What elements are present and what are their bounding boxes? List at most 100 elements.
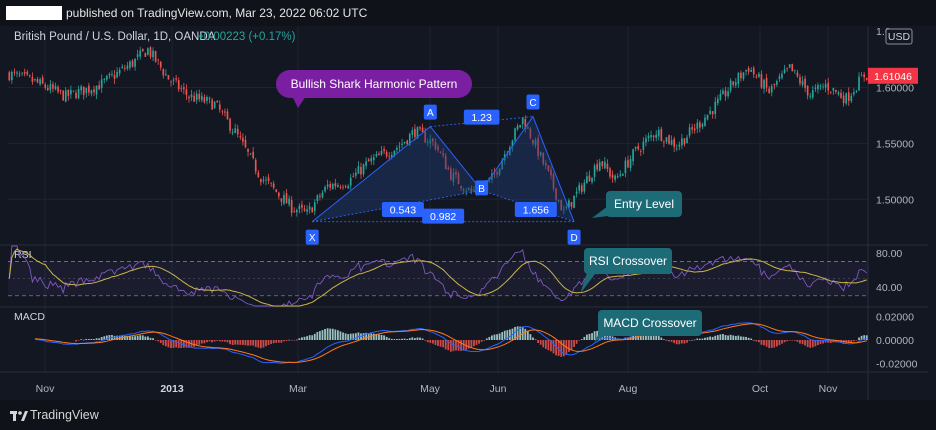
- point-label: A: [427, 108, 434, 119]
- candle-body: [308, 206, 311, 210]
- macd-histogram-bar: [236, 340, 239, 345]
- ratio-label: 1.23: [471, 112, 492, 124]
- macd-histogram-bar: [288, 339, 291, 341]
- candle-body: [98, 85, 100, 90]
- candle-body: [804, 78, 806, 88]
- macd-histogram-bar: [786, 340, 789, 342]
- candle-body: [668, 135, 670, 144]
- candle-body: [352, 176, 355, 177]
- candle-body: [131, 60, 134, 67]
- candle-body: [242, 137, 244, 142]
- candle-body: [688, 127, 691, 136]
- candle-body: [188, 96, 190, 99]
- candle-body: [824, 84, 827, 88]
- macd-histogram-bar: [544, 340, 547, 349]
- candle-body: [527, 127, 529, 129]
- macd-histogram-bar: [164, 340, 167, 347]
- macd-histogram-bar: [206, 340, 208, 343]
- candle-body: [70, 89, 72, 95]
- candle-body: [195, 93, 198, 101]
- candle-body: [467, 188, 470, 190]
- candle-body: [521, 117, 524, 125]
- macd-histogram-bar: [650, 333, 652, 340]
- macd-histogram-bar: [788, 340, 791, 341]
- macd-histogram-bar: [757, 340, 760, 343]
- candle-body: [647, 135, 650, 139]
- macd-histogram-bar: [126, 335, 129, 340]
- macd-histogram-bar: [301, 337, 303, 340]
- candle-body: [301, 204, 303, 208]
- macd-histogram-bar: [704, 337, 706, 340]
- candle-body: [465, 191, 468, 193]
- candle-body: [388, 156, 391, 157]
- macd-histogram-bar: [195, 340, 198, 346]
- macd-histogram-bar: [747, 337, 750, 340]
- candle-body: [154, 51, 157, 62]
- macd-histogram-bar: [265, 340, 267, 347]
- candle-body: [390, 154, 393, 158]
- currency-badge[interactable]: USD: [885, 28, 913, 45]
- candle-body: [642, 141, 645, 150]
- macd-histogram-bar: [760, 340, 763, 345]
- macd-histogram-bar: [552, 340, 555, 354]
- macd-histogram-bar: [573, 340, 575, 347]
- candle-body: [367, 159, 370, 162]
- candle-body: [624, 160, 627, 174]
- candle-body: [645, 138, 647, 143]
- macd-histogram-bar: [526, 330, 529, 340]
- callout-box: [584, 248, 672, 274]
- callout-box: [606, 191, 682, 217]
- macd-histogram-bar: [863, 335, 866, 340]
- candle-body: [557, 200, 560, 201]
- macd-histogram-bar: [814, 340, 817, 347]
- macd-histogram-bar: [457, 340, 460, 351]
- ratio-badge: [514, 201, 557, 217]
- candle-body: [49, 84, 52, 91]
- macd-histogram-bar: [372, 333, 375, 340]
- macd-histogram-bar: [847, 340, 850, 344]
- candle-body: [319, 195, 321, 197]
- chart-canvas[interactable]: RSI MACD 1.500001.550001.600001.61.61046…: [0, 26, 936, 400]
- candle-body: [239, 136, 242, 138]
- macd-histogram-bar: [316, 331, 319, 340]
- candle-body: [822, 86, 824, 88]
- candle-body: [632, 149, 634, 162]
- tradingview-brand: TradingView: [30, 408, 99, 422]
- pattern-point-a: A: [423, 104, 437, 120]
- candle-body: [853, 92, 855, 95]
- macd-histogram-bar: [131, 336, 134, 340]
- macd-histogram-bar: [159, 340, 162, 344]
- candle-body: [21, 72, 23, 74]
- candle-body: [758, 73, 760, 77]
- candle-body: [326, 184, 329, 187]
- candle-body: [670, 140, 673, 145]
- candle-body: [236, 128, 239, 135]
- candle-body: [450, 168, 452, 181]
- macd-histogram-bar: [799, 340, 801, 344]
- candle-body: [806, 85, 809, 96]
- candle-body: [740, 72, 742, 79]
- macd-histogram-bar: [611, 336, 614, 340]
- candle-body: [267, 177, 270, 182]
- macd-histogram-bar: [447, 340, 450, 351]
- macd-histogram-bar: [470, 340, 473, 348]
- macd-histogram-bar: [714, 335, 717, 340]
- macd-histogram-bar: [87, 339, 90, 340]
- macd-histogram-bar: [182, 340, 185, 348]
- macd-histogram-bar: [745, 336, 747, 340]
- macd-histogram-bar: [226, 340, 229, 343]
- macd-histogram-bar: [578, 340, 581, 341]
- macd-histogram-bar: [311, 335, 314, 340]
- candle-body: [116, 71, 118, 78]
- macd-histogram-bar: [801, 340, 804, 345]
- candle-body: [560, 200, 563, 211]
- candle-body: [208, 98, 211, 99]
- candle-body: [26, 71, 29, 75]
- macd-histogram-bar: [336, 330, 339, 340]
- macd-tick-label: 0.00000: [876, 335, 914, 347]
- macd-histogram-bar: [647, 333, 650, 340]
- point-label: C: [529, 98, 536, 109]
- candle-body: [118, 69, 121, 74]
- macd-histogram-bar: [673, 340, 676, 344]
